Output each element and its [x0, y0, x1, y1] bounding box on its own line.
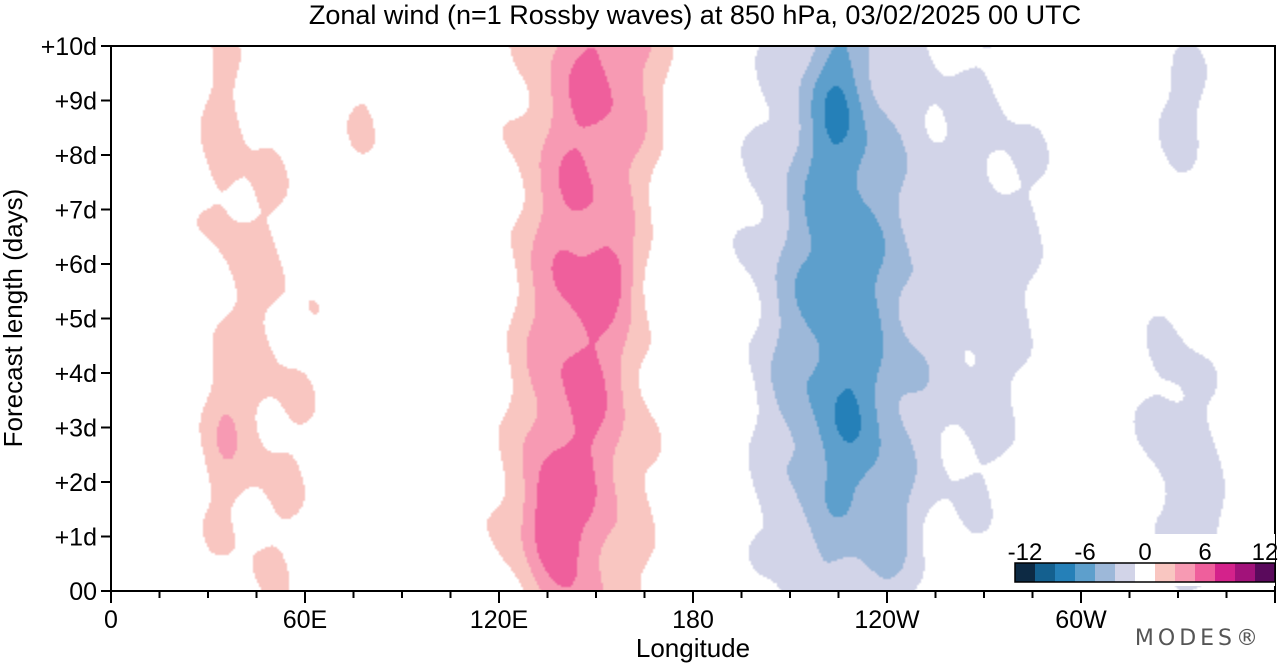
- x-tick-label: 0: [104, 606, 118, 634]
- y-axis-label: Forecast length (days): [0, 189, 28, 448]
- contour-fill-layer: [111, 46, 1275, 591]
- y-tick-label: +10d: [41, 33, 97, 61]
- y-tick-label: +8d: [55, 142, 97, 170]
- colorbar-swatch: [1255, 563, 1276, 582]
- y-tick-label: +9d: [55, 88, 97, 116]
- y-tick-label: +5d: [55, 306, 97, 334]
- y-tick-label: +6d: [55, 251, 97, 279]
- y-tick-label: +4d: [55, 360, 97, 388]
- x-tick-label: 120W: [854, 606, 920, 634]
- colorbar-label: -12: [1008, 539, 1043, 566]
- x-tick-label: 60W: [1055, 606, 1107, 634]
- colorbar-label: 12: [1252, 539, 1279, 566]
- wind-field-raster: [111, 46, 1275, 591]
- y-axis: 00 +1d +2d +3d +4d +5d +6d +7d +8d +9d +10d: [41, 33, 111, 606]
- colorbar-swatch: [1135, 563, 1156, 582]
- colorbar: -12 -6 0 6 12: [1008, 534, 1279, 586]
- y-tick-label: +7d: [55, 197, 97, 225]
- x-tick-label: 120E: [470, 606, 528, 634]
- colorbar-swatch: [1035, 563, 1056, 582]
- y-tick-label: +2d: [55, 469, 97, 497]
- y-tick-label: +1d: [55, 524, 97, 552]
- y-tick-label: +3d: [55, 415, 97, 443]
- colorbar-swatch: [1235, 563, 1256, 582]
- x-axis: 0 60E 120E 180 120W 60W: [104, 591, 1276, 634]
- colorbar-swatch: [1095, 563, 1116, 582]
- chart-title: Zonal wind (n=1 Rossby waves) at 850 hPa…: [309, 0, 1081, 30]
- colorbar-label: -6: [1074, 539, 1095, 566]
- colorbar-swatch: [1195, 563, 1216, 582]
- colorbar-label: 6: [1198, 539, 1211, 566]
- modes-logo: MODES®: [1135, 626, 1262, 651]
- colorbar-swatch: [1155, 563, 1176, 582]
- x-tick-label: 60E: [283, 606, 327, 634]
- y-tick-label: 00: [69, 578, 97, 606]
- colorbar-swatch: [1055, 563, 1076, 582]
- colorbar-swatch: [1075, 563, 1096, 582]
- x-axis-label: Longitude: [636, 633, 750, 663]
- colorbar-frame: [1014, 562, 1276, 583]
- x-tick-label: 180: [672, 606, 714, 634]
- colorbar-label: 0: [1138, 539, 1151, 566]
- colorbar-swatch: [1215, 563, 1236, 582]
- colorbar-swatch: [1175, 563, 1196, 582]
- colorbar-swatch: [1115, 563, 1136, 582]
- colorbar-swatch: [1015, 563, 1036, 582]
